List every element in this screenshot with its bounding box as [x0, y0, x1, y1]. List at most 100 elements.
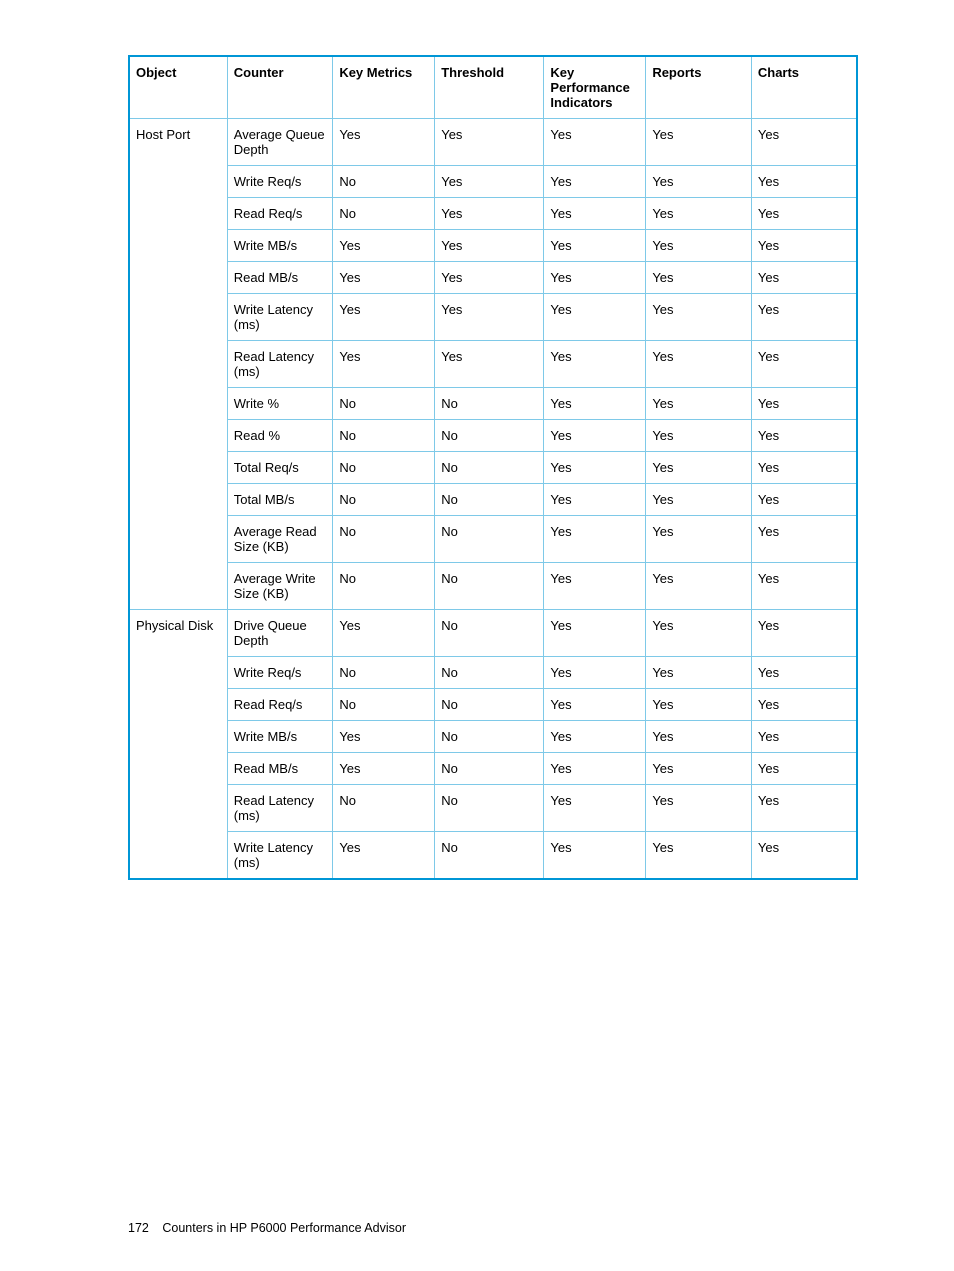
table-row: Write MB/sYesNoYesYesYes	[129, 721, 857, 753]
data-cell: Write MB/s	[227, 230, 333, 262]
data-cell: Yes	[751, 610, 857, 657]
data-cell: No	[435, 452, 544, 484]
data-cell: Yes	[333, 262, 435, 294]
data-cell: No	[333, 657, 435, 689]
page-footer: 172 Counters in HP P6000 Performance Adv…	[128, 1221, 406, 1235]
data-cell: Yes	[544, 119, 646, 166]
data-cell: Read MB/s	[227, 753, 333, 785]
data-cell: Yes	[544, 721, 646, 753]
data-cell: Yes	[646, 785, 752, 832]
table-header-row: ObjectCounterKey MetricsThresholdKey Per…	[129, 56, 857, 119]
table-row: Total Req/sNoNoYesYesYes	[129, 452, 857, 484]
data-cell: Yes	[435, 262, 544, 294]
data-cell: Yes	[646, 420, 752, 452]
data-cell: Yes	[646, 563, 752, 610]
data-cell: Yes	[544, 230, 646, 262]
table-row: Read %NoNoYesYesYes	[129, 420, 857, 452]
data-cell: Read Latency (ms)	[227, 785, 333, 832]
data-cell: Yes	[544, 294, 646, 341]
data-cell: Total Req/s	[227, 452, 333, 484]
object-cell: Physical Disk	[129, 610, 227, 880]
data-cell: No	[435, 563, 544, 610]
data-cell: No	[333, 198, 435, 230]
data-cell: Write Latency (ms)	[227, 832, 333, 880]
data-cell: Yes	[646, 657, 752, 689]
column-header: Reports	[646, 56, 752, 119]
data-cell: Read %	[227, 420, 333, 452]
data-cell: Yes	[333, 119, 435, 166]
table-row: Read Req/sNoNoYesYesYes	[129, 689, 857, 721]
data-cell: Yes	[544, 563, 646, 610]
data-cell: Yes	[333, 721, 435, 753]
data-cell: Yes	[646, 230, 752, 262]
metrics-table: ObjectCounterKey MetricsThresholdKey Per…	[128, 55, 858, 880]
data-cell: Write Req/s	[227, 166, 333, 198]
data-cell: Yes	[751, 452, 857, 484]
column-header: Key Metrics	[333, 56, 435, 119]
data-cell: No	[333, 484, 435, 516]
data-cell: Yes	[646, 484, 752, 516]
data-cell: Yes	[544, 341, 646, 388]
data-cell: No	[435, 785, 544, 832]
data-cell: Yes	[751, 262, 857, 294]
data-cell: Yes	[646, 721, 752, 753]
data-cell: Yes	[646, 516, 752, 563]
data-cell: Yes	[646, 341, 752, 388]
data-cell: Yes	[646, 166, 752, 198]
data-cell: Yes	[333, 230, 435, 262]
data-cell: Yes	[544, 484, 646, 516]
data-cell: Drive Queue Depth	[227, 610, 333, 657]
table-row: Write Req/sNoNoYesYesYes	[129, 657, 857, 689]
object-cell: Host Port	[129, 119, 227, 610]
table-row: Total MB/sNoNoYesYesYes	[129, 484, 857, 516]
data-cell: No	[333, 785, 435, 832]
data-cell: Yes	[751, 341, 857, 388]
table-row: Write MB/sYesYesYesYesYes	[129, 230, 857, 262]
data-cell: Yes	[646, 689, 752, 721]
data-cell: Yes	[751, 657, 857, 689]
data-cell: Yes	[751, 785, 857, 832]
data-cell: Write MB/s	[227, 721, 333, 753]
footer-title: Counters in HP P6000 Performance Advisor	[162, 1221, 406, 1235]
data-cell: No	[435, 753, 544, 785]
data-cell: Read Req/s	[227, 198, 333, 230]
table-row: Read MB/sYesYesYesYesYes	[129, 262, 857, 294]
data-cell: No	[435, 657, 544, 689]
data-cell: No	[435, 388, 544, 420]
data-cell: Yes	[646, 119, 752, 166]
data-cell: Yes	[646, 294, 752, 341]
data-cell: Average Read Size (KB)	[227, 516, 333, 563]
table-row: Write Latency (ms)YesNoYesYesYes	[129, 832, 857, 880]
data-cell: No	[333, 166, 435, 198]
table-row: Write Latency (ms)YesYesYesYesYes	[129, 294, 857, 341]
table-row: Physical DiskDrive Queue DepthYesNoYesYe…	[129, 610, 857, 657]
table-row: Read Req/sNoYesYesYesYes	[129, 198, 857, 230]
data-cell: Yes	[544, 388, 646, 420]
data-cell: Yes	[544, 689, 646, 721]
table-row: Host PortAverage Queue DepthYesYesYesYes…	[129, 119, 857, 166]
data-cell: Yes	[544, 657, 646, 689]
table-row: Read Latency (ms)YesYesYesYesYes	[129, 341, 857, 388]
data-cell: Yes	[751, 420, 857, 452]
data-cell: Yes	[751, 484, 857, 516]
table-row: Write Req/sNoYesYesYesYes	[129, 166, 857, 198]
data-cell: No	[435, 689, 544, 721]
data-cell: Yes	[333, 753, 435, 785]
data-cell: Yes	[751, 294, 857, 341]
data-cell: No	[333, 388, 435, 420]
data-cell: Yes	[333, 610, 435, 657]
data-cell: Yes	[646, 610, 752, 657]
table-row: Write %NoNoYesYesYes	[129, 388, 857, 420]
data-cell: Write Req/s	[227, 657, 333, 689]
data-cell: Yes	[544, 420, 646, 452]
table-row: Read Latency (ms)NoNoYesYesYes	[129, 785, 857, 832]
data-cell: No	[333, 420, 435, 452]
data-cell: Yes	[646, 753, 752, 785]
data-cell: Write %	[227, 388, 333, 420]
data-cell: Yes	[435, 198, 544, 230]
column-header: Charts	[751, 56, 857, 119]
data-cell: Yes	[544, 785, 646, 832]
data-cell: Yes	[751, 119, 857, 166]
data-cell: Yes	[751, 230, 857, 262]
data-cell: Read Req/s	[227, 689, 333, 721]
